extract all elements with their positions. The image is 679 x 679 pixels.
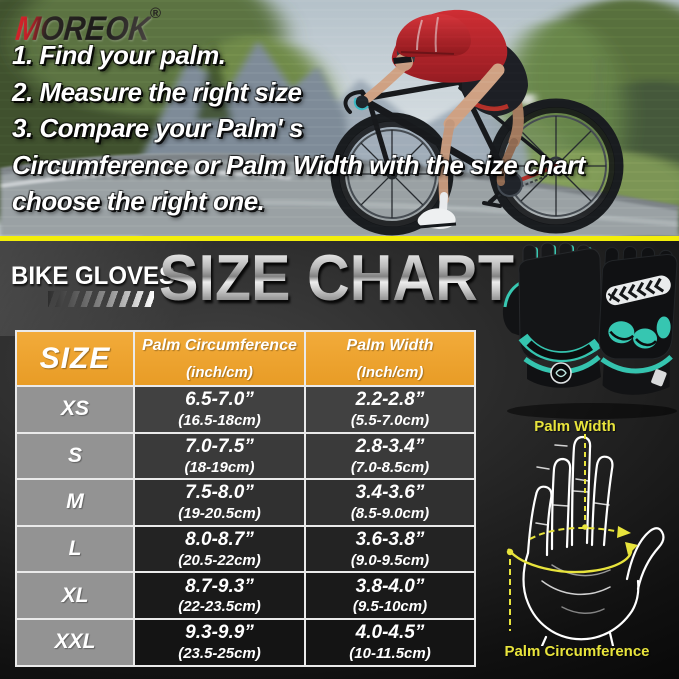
circumference-cell: 6.5-7.0” (16.5-18cm) [133,385,306,434]
size-row-l: L 8.0-8.7” (20.5-22cm) 3.6-3.8” (9.0-9.5cm… [15,524,476,574]
width-cell: 3.6-3.8” (9.0-9.5cm) [304,524,476,574]
size-cell: L [15,524,135,574]
size-cell: XXL [15,617,135,667]
circumference-cell: 7.5-8.0” (19-20.5cm) [133,478,306,527]
palm-circumference-label: Palm Circumference [504,643,650,660]
size-row-m: M 7.5-8.0” (19-20.5cm) 3.4-3.6” (8.5-9.0cm… [15,478,476,527]
hatch-marks [48,291,154,307]
instruction-line-5: choose the right one. [12,186,265,216]
size-row-xs: XS 6.5-7.0” (16.5-18cm) 2.2-2.8” (5.5-7.0c… [15,385,476,434]
gloves-product-image [502,242,678,419]
size-table: SIZE Palm Circumference (inch/cm) Palm W… [15,330,476,667]
circumference-cell: 7.0-7.5” (18-19cm) [133,431,306,481]
measurement-annotations [506,434,638,631]
instruction-line-1: 1. Find your palm. [12,40,226,70]
size-cell: XL [15,571,135,620]
size-chart-section: BIKE GLOVES SIZE CHART SIZE Palm Circumf… [0,241,679,679]
bike-gloves-kicker: BIKE GLOVES [11,262,176,290]
circumference-cell: 9.3-9.9” (23.5-25cm) [133,617,306,667]
instructions-list: 1. Find your palm. 2. Measure the right … [12,40,672,223]
width-cell: 4.0-4.5” (10-11.5cm) [304,617,476,667]
width-cell: 2.2-2.8” (5.5-7.0cm) [304,385,476,434]
cyclist-illustration [353,9,528,229]
glove-palm-icon [598,246,678,395]
palm-width-label: Palm Width [534,418,616,435]
header-palm-width: Palm Width (Inch/cm) [304,330,476,387]
circumference-cell: 8.0-8.7” (20.5-22cm) [133,524,306,574]
size-row-xl: XL 8.7-9.3” (22-23.5cm) 3.8-4.0” (9.5-10cm… [15,571,476,620]
glove-back-icon [502,242,603,388]
hand-measurement-diagram [506,434,665,646]
yellow-divider [0,236,679,241]
instruction-line-3: 3. Compare your Palm' s [12,113,303,143]
size-chart-title: SIZE CHART [159,241,515,314]
moreok-logo: MOREOK ® [14,6,167,48]
header-palm-circumference: Palm Circumference (inch/cm) [133,330,306,387]
instruction-line-2: 2. Measure the right size [12,76,302,107]
size-cell: S [15,431,135,481]
size-row-s: S 7.0-7.5” (18-19cm) 2.8-3.4” (7.0-8.5cm) [15,431,476,481]
size-cell: XS [15,385,135,434]
header-size: SIZE [15,330,135,387]
width-cell: 3.8-4.0” (9.5-10cm) [304,571,476,620]
circumference-cell: 8.7-9.3” (22-23.5cm) [133,571,306,620]
width-cell: 3.4-3.6” (8.5-9.0cm) [304,478,476,527]
size-row-xxl: XXL 9.3-9.9” (23.5-25cm) 4.0-4.5” (10-11.5… [15,617,476,667]
table-header-row: SIZE Palm Circumference (inch/cm) Palm W… [15,330,476,387]
width-cell: 2.8-3.4” (7.0-8.5cm) [304,431,476,481]
hero-photo: MOREOK ® 1. Find your palm. 2. Measure t… [0,0,679,236]
registered-mark: ® [150,5,162,22]
cyclist-photo-illustration [0,0,679,236]
hand-outline-icon [522,435,665,646]
instruction-line-4: Circumference or Palm Width with the siz… [12,149,585,180]
size-cell: M [15,478,135,527]
